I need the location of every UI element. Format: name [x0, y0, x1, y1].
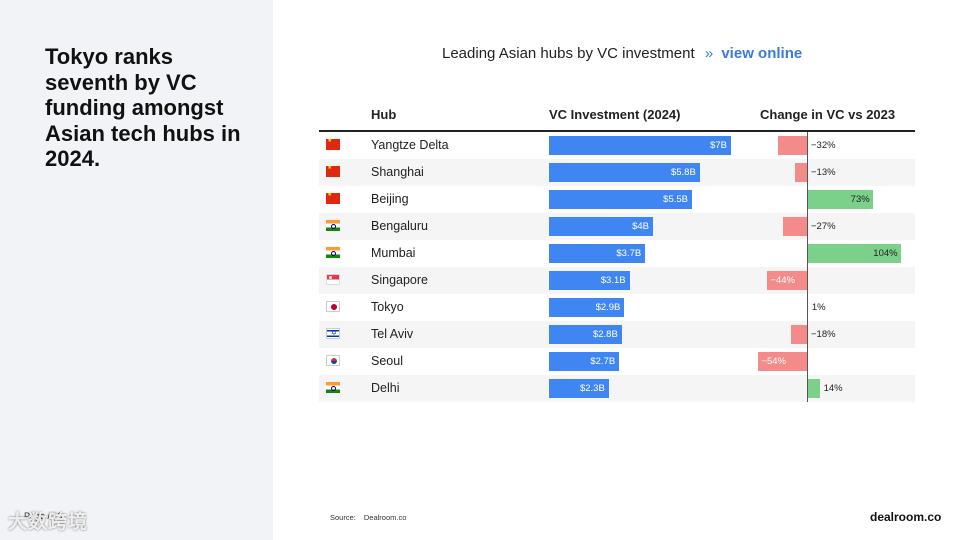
table-row: Bengaluru $4B −27% [319, 213, 915, 240]
india-flag-icon [326, 247, 340, 258]
vc-investment-bar [549, 190, 692, 209]
south-korea-flag-icon [326, 355, 340, 366]
vc-investment-bar [549, 136, 731, 155]
column-header-change: Change in VC vs 2023 [760, 107, 896, 122]
table-row: Tokyo $2.9B 1% [319, 294, 915, 321]
table-row: Yangtze Delta $7B −32% [319, 132, 915, 159]
table-row: Shanghai $5.8B −13% [319, 159, 915, 186]
change-bar [807, 190, 873, 209]
change-bar [795, 163, 807, 182]
china-flag-icon [326, 166, 340, 177]
change-label: −18% [811, 329, 836, 340]
header-rule [319, 130, 915, 132]
table-row: Delhi $2.3B 14% [319, 375, 915, 402]
vc-investment-bar [549, 163, 700, 182]
change-label: 14% [823, 383, 843, 394]
column-header-hub: Hub [371, 107, 397, 122]
change-label: 104% [873, 248, 898, 259]
vc-investment-bar [549, 352, 620, 371]
headline: Tokyo ranks seventh by VC funding amongs… [45, 44, 241, 171]
vc-investment-bar [549, 298, 625, 317]
hub-name: Delhi [371, 381, 400, 395]
source-label: Source: [330, 513, 356, 522]
vc-investment-label: $2.8B [592, 329, 618, 340]
table-row: Mumbai $3.7B 104% [319, 240, 915, 267]
vc-investment-label: $3.7B [616, 248, 642, 259]
change-bar [758, 352, 807, 371]
change-bar [807, 244, 901, 263]
change-bar [767, 271, 807, 290]
israel-flag-icon [326, 328, 340, 339]
singapore-flag-icon [326, 274, 340, 285]
watermark: 大数跨境 [8, 512, 89, 533]
vc-investment-label: $2.7B [590, 356, 616, 367]
change-bar [790, 325, 807, 344]
left-panel: Tokyo ranks seventh by VC funding amongs… [0, 0, 273, 540]
change-label: 1% [811, 302, 826, 313]
vc-investment-bar [549, 379, 609, 398]
change-bar [778, 136, 807, 155]
zero-axis-line [807, 132, 808, 402]
vc-investment-label: $4B [632, 221, 649, 232]
hub-name: Bengaluru [371, 219, 428, 233]
vc-investment-label: $2.9B [595, 302, 621, 313]
brand-logo: dealroom.co [870, 510, 942, 524]
hub-name: Tokyo [371, 300, 404, 314]
vc-investment-bar [549, 217, 653, 236]
source-note: Source: Dealroom.co [330, 513, 406, 522]
change-label: −13% [811, 167, 836, 178]
chart-title-bar: Leading Asian hubs by VC investment » vi… [442, 45, 802, 62]
hub-name: Singapore [371, 273, 428, 287]
vc-investment-label: $3.1B [600, 275, 626, 286]
china-flag-icon [326, 139, 340, 150]
vc-investment-bar [549, 271, 630, 290]
hub-name: Tel Aviv [371, 327, 414, 341]
table-row: Seoul $2.7B −54% [319, 348, 915, 375]
view-online-link[interactable]: view online [721, 45, 803, 62]
table-row: Beijing $5.5B 73% [319, 186, 915, 213]
china-flag-icon [326, 193, 340, 204]
vc-investment-label: $5.8B [670, 167, 696, 178]
page-number: Page / 10 [24, 511, 63, 521]
table-row: Singapore $3.1B −44% [319, 267, 915, 294]
hub-name: Shanghai [371, 165, 424, 179]
chart-title: Leading Asian hubs by VC investment [442, 45, 695, 62]
vc-investment-bar [549, 325, 622, 344]
change-bar [782, 217, 807, 236]
change-bar [807, 379, 820, 398]
hub-name: Beijing [371, 192, 409, 206]
column-header-vc-investment: VC Investment (2024) [549, 107, 681, 122]
hub-name: Mumbai [371, 246, 416, 260]
japan-flag-icon [326, 301, 340, 312]
india-flag-icon [326, 382, 340, 393]
hub-name: Seoul [371, 354, 403, 368]
change-label: −27% [811, 221, 836, 232]
hub-name: Yangtze Delta [371, 138, 449, 152]
change-label: −44% [770, 275, 795, 286]
vc-investment-label: $7B [710, 140, 727, 151]
vc-investment-label: $5.5B [663, 194, 688, 205]
change-label: −32% [811, 140, 836, 151]
table-row: Tel Aviv $2.8B −18% [319, 321, 915, 348]
source-value: Dealroom.co [363, 513, 407, 522]
vc-investment-bar [549, 244, 646, 263]
change-label: 73% [850, 194, 870, 205]
link-separator: » [704, 45, 714, 62]
india-flag-icon [326, 220, 340, 231]
vc-investment-label: $2.3B [579, 383, 605, 394]
change-label: −54% [761, 356, 786, 367]
